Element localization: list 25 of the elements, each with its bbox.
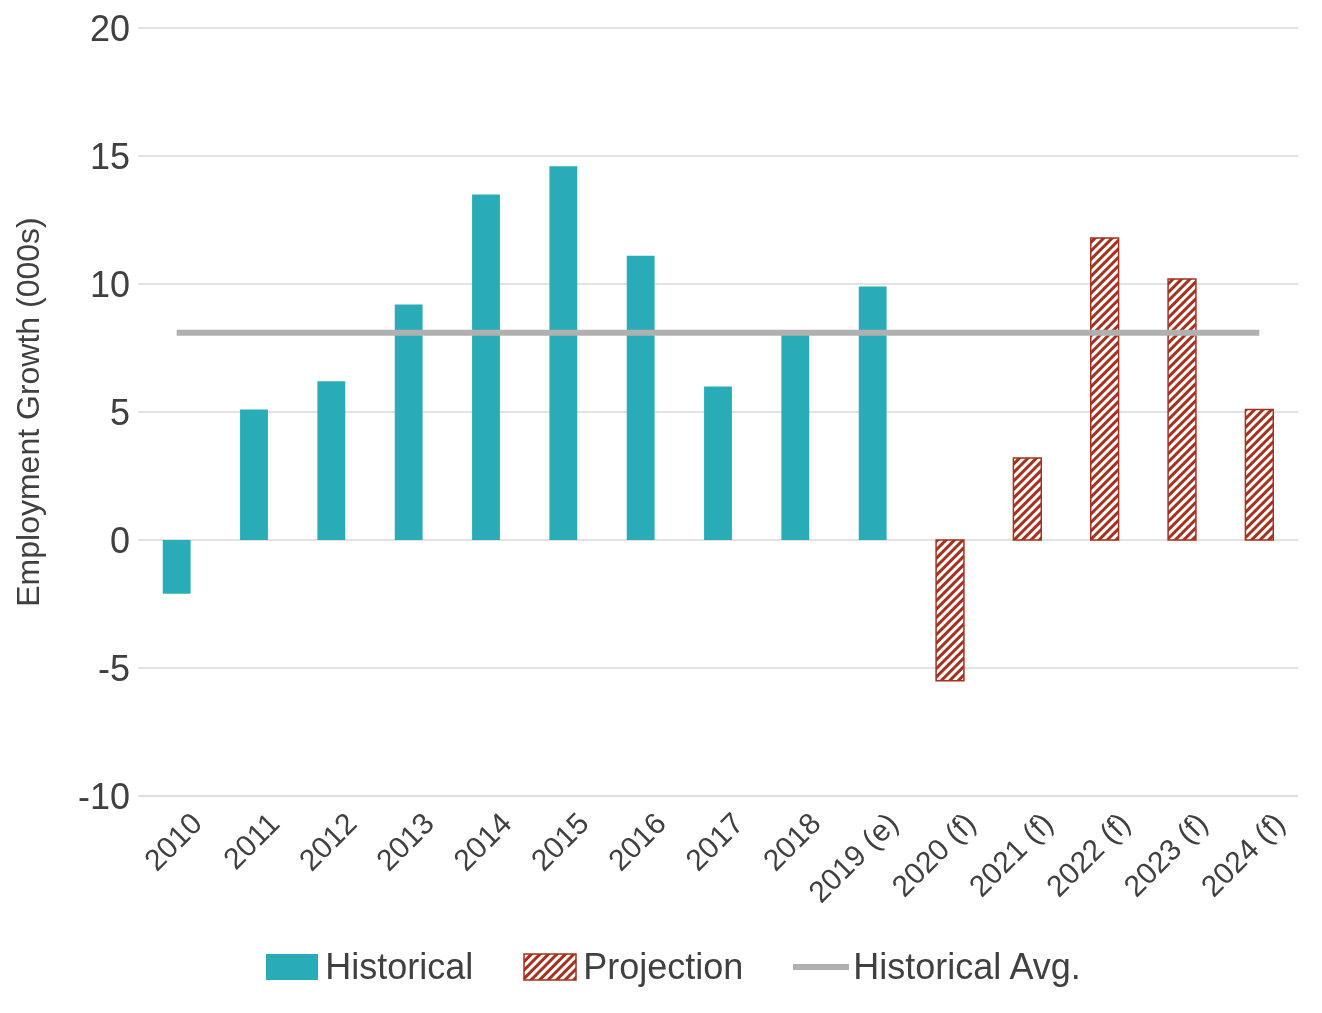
bar [1244,408,1274,541]
y-tick-label: 10 [89,263,130,305]
bar [317,381,346,540]
bar [935,539,965,682]
y-tick-label: 0 [109,519,130,561]
bar [704,386,732,540]
legend-label: Projection [583,946,744,988]
bar [394,304,423,540]
bar [240,409,268,540]
y-axis-title: Employment Growth (000s) [10,217,47,607]
bar [1012,457,1042,541]
bar [472,194,500,540]
y-tick-label: 15 [89,135,130,177]
legend-label: Historical Avg. [853,946,1081,988]
y-tick-label: -10 [77,775,130,817]
bar [1167,278,1197,541]
bar [858,286,887,540]
bar [549,166,578,540]
y-tick-label: 20 [89,7,130,49]
legend-label: Historical [325,946,474,988]
bar [162,540,191,594]
y-tick-label: 5 [109,391,130,433]
bar [626,255,655,540]
y-tick-label: -5 [97,647,130,689]
bar [1090,237,1120,541]
